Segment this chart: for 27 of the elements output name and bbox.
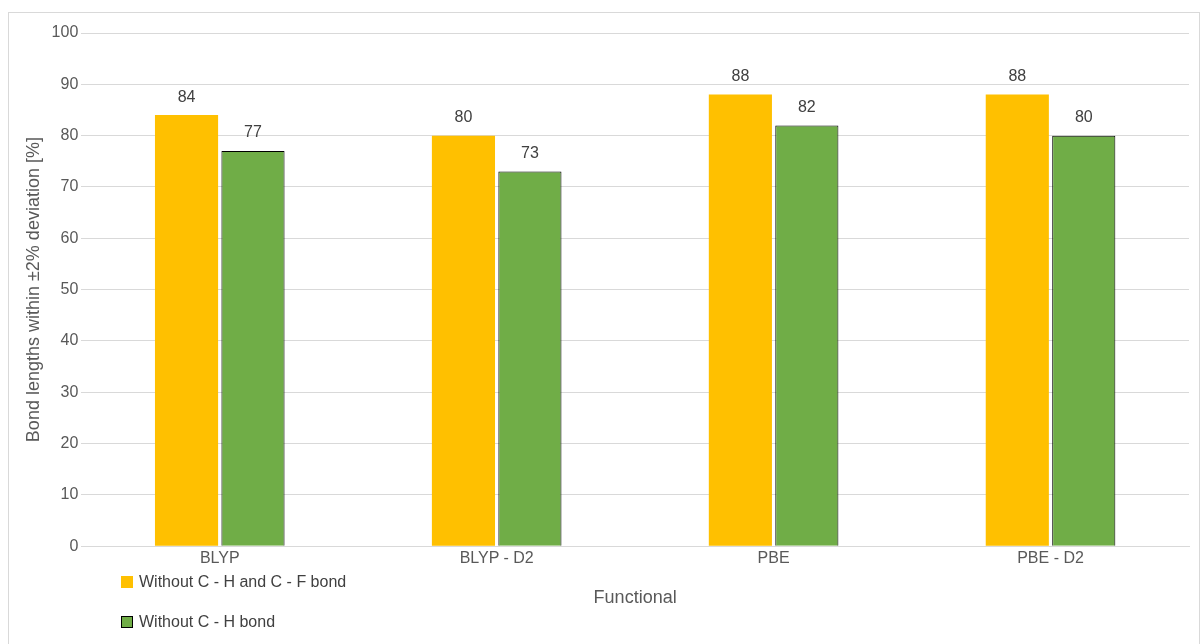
y-tick-label: 30 (60, 382, 79, 400)
x-tick-label: PBE - D2 (1017, 549, 1084, 567)
data-label: 80 (1074, 108, 1093, 126)
data-label: 77 (244, 123, 262, 141)
legend-label: Without C - H and C - F bond (139, 573, 347, 591)
y-tick-label: 70 (60, 177, 79, 195)
x-axis-title: Functional (593, 587, 677, 608)
data-label: 82 (797, 97, 816, 115)
data-label: 88 (731, 66, 750, 84)
data-label: 73 (521, 143, 539, 161)
y-axis-title: Bond lengths within ±2% deviation [%] (22, 137, 43, 443)
data-label: 88 (1008, 66, 1027, 84)
y-tick-label: 100 (51, 23, 79, 41)
y-tick-label: 40 (60, 331, 79, 349)
x-tick-label: BLYP (199, 549, 240, 567)
legend-label: Without C - H bond (139, 613, 276, 631)
y-tick-label: 90 (60, 74, 79, 92)
y-tick-label: 60 (60, 228, 79, 246)
y-tick-label: 80 (60, 126, 79, 144)
y-tick-label: 10 (60, 485, 79, 503)
data-label: 84 (177, 87, 196, 105)
y-tick-label: 0 (69, 536, 79, 554)
x-tick-label: BLYP - D2 (459, 549, 534, 567)
y-tick-label: 20 (60, 433, 79, 451)
y-tick-label: 50 (60, 280, 79, 298)
data-label: 80 (454, 108, 473, 126)
x-tick-label: PBE (757, 549, 790, 567)
